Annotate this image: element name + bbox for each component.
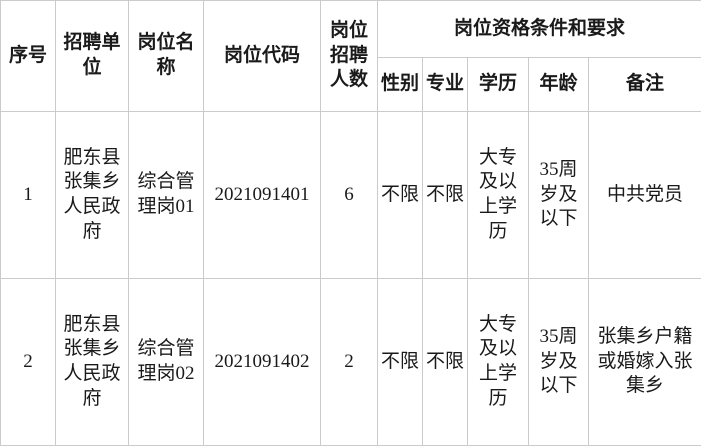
header-row-main: 序号 招聘单位 岗位名称 岗位代码 岗位招聘人数 岗位资格条件和要求 [1, 1, 701, 58]
header-note: 备注 [589, 58, 701, 112]
cell-gender: 不限 [378, 112, 423, 279]
header-age: 年龄 [529, 58, 589, 112]
cell-gender: 不限 [378, 279, 423, 446]
cell-unit: 肥东县张集乡人民政府 [56, 279, 129, 446]
cell-note: 张集乡户籍或婚嫁入张集乡 [589, 279, 701, 446]
cell-serial: 2 [1, 279, 56, 446]
cell-education: 大专及以上学历 [468, 279, 529, 446]
cell-recruit-count: 2 [321, 279, 378, 446]
table-row: 2 肥东县张集乡人民政府 综合管理岗02 2021091402 2 不限 不限 … [1, 279, 701, 446]
cell-major: 不限 [423, 112, 468, 279]
cell-note: 中共党员 [589, 112, 701, 279]
cell-position-code: 2021091402 [204, 279, 321, 446]
header-major: 专业 [423, 58, 468, 112]
header-position-code: 岗位代码 [204, 1, 321, 112]
header-education: 学历 [468, 58, 529, 112]
header-position-name: 岗位名称 [129, 1, 204, 112]
cell-position-code: 2021091401 [204, 112, 321, 279]
cell-education: 大专及以上学历 [468, 112, 529, 279]
header-recruit-count: 岗位招聘人数 [321, 1, 378, 112]
cell-position-name: 综合管理岗01 [129, 112, 204, 279]
cell-major: 不限 [423, 279, 468, 446]
header-gender: 性别 [378, 58, 423, 112]
cell-recruit-count: 6 [321, 112, 378, 279]
table-row: 1 肥东县张集乡人民政府 综合管理岗01 2021091401 6 不限 不限 … [1, 112, 701, 279]
cell-age: 35周岁及以下 [529, 279, 589, 446]
cell-age: 35周岁及以下 [529, 112, 589, 279]
header-serial: 序号 [1, 1, 56, 112]
cell-serial: 1 [1, 112, 56, 279]
cell-position-name: 综合管理岗02 [129, 279, 204, 446]
cell-unit: 肥东县张集乡人民政府 [56, 112, 129, 279]
header-unit: 招聘单位 [56, 1, 129, 112]
header-qualification-group: 岗位资格条件和要求 [378, 1, 701, 58]
